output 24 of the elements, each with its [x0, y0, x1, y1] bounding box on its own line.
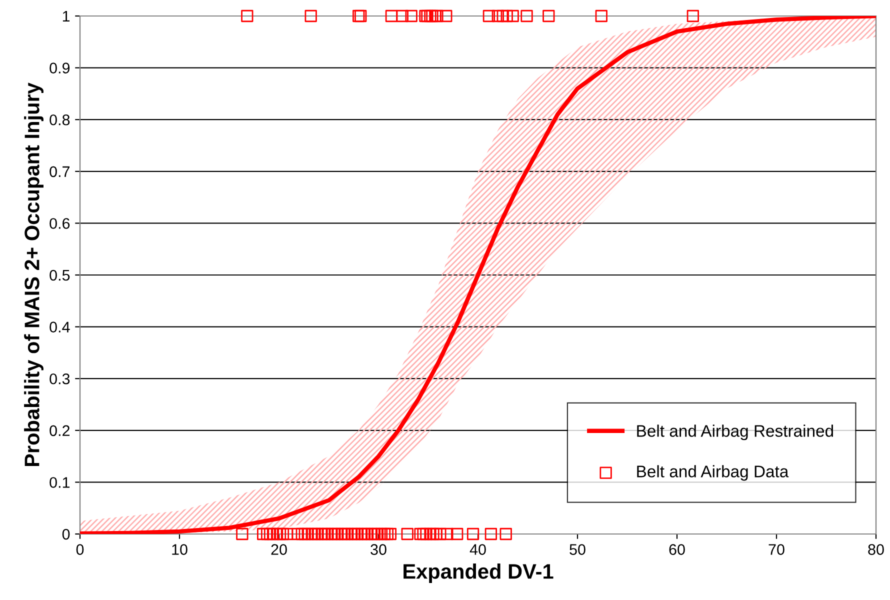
x-tick-label: 40	[470, 544, 486, 555]
y-tick-label: 0.6	[50, 218, 70, 229]
x-tick-label: 80	[868, 544, 884, 555]
x-tick-label: 70	[768, 544, 784, 555]
legend-label: Belt and Airbag Restrained	[637, 424, 833, 440]
y-tick-label: 0.1	[50, 477, 70, 488]
y-tick-label: 0.5	[50, 270, 70, 281]
y-tick-label: 0.7	[50, 166, 70, 178]
x-axis-title: Expanded DV-1	[404, 564, 554, 583]
y-tick-label: 1	[62, 11, 70, 22]
y-tick-label: 0.4	[50, 322, 70, 332]
y-tick-label: 0.9	[50, 62, 70, 74]
x-tick-label: 50	[570, 544, 586, 555]
y-tick-label: 0.2	[50, 425, 70, 436]
y-tick-label: 0.8	[50, 114, 70, 126]
x-tick-label: 30	[370, 544, 386, 555]
y-tick-label: 0	[62, 528, 70, 540]
x-tick-label: 60	[669, 544, 685, 555]
y-axis-title: Probability of MAIS 2+ Occupant Injury	[24, 82, 44, 466]
x-tick-label: 10	[172, 544, 188, 555]
x-tick-label: 20	[271, 544, 287, 555]
y-tick-label: 0.3	[50, 373, 70, 384]
x-tick-label: 0	[76, 544, 84, 555]
legend-label: Belt and Airbag Data	[637, 465, 789, 481]
